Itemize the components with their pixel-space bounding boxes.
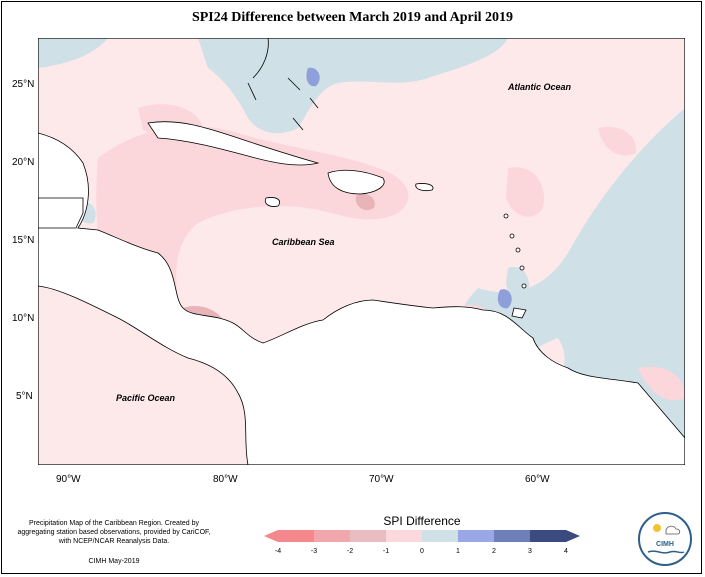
lon-tick-60w: 60°W <box>525 474 550 485</box>
map-panel: Atlantic Ocean Caribbean Sea Pacific Oce… <box>38 38 685 465</box>
legend-swatch <box>530 530 567 542</box>
lon-tick-80w: 80°W <box>213 474 238 485</box>
land-hispaniola <box>327 169 385 195</box>
spi-positive-bahamas <box>198 38 508 134</box>
legend-label: 0 <box>420 548 424 555</box>
footer-note: Precipitation Map of the Caribbean Regio… <box>17 520 211 545</box>
spi-strong-positive-trinidad <box>497 289 512 309</box>
land-bahamas <box>247 77 319 131</box>
caribbean-sea-label: Caribbean Sea <box>272 237 335 247</box>
legend-swatch <box>278 530 315 542</box>
footer-date: CIMH May-2019 <box>88 558 140 565</box>
spi-positive-antilles <box>506 267 530 303</box>
land-cuba <box>147 121 320 166</box>
legend-swatch <box>350 530 387 542</box>
lat-tick-20n: 20°N <box>12 157 35 168</box>
lat-tick-15n: 15°N <box>12 235 35 246</box>
legend-arrow-left <box>264 530 278 542</box>
legend-label: -2 <box>347 548 353 555</box>
lon-tick-70w: 70°W <box>369 474 394 485</box>
legend-swatch <box>386 530 423 542</box>
spi-positive-nw <box>38 38 108 68</box>
wave-icon <box>647 550 685 554</box>
sun-icon <box>653 524 661 532</box>
legend-swatch <box>422 530 459 542</box>
land-lesser-antilles <box>503 213 527 319</box>
atlantic-ocean-label: Atlantic Ocean <box>507 82 572 92</box>
legend-label: 3 <box>528 548 532 555</box>
legend-label: -4 <box>275 548 281 555</box>
legend-label: 2 <box>492 548 496 555</box>
cimh-logo: CIMH <box>638 512 692 566</box>
land-central-south-america <box>38 132 685 465</box>
lat-tick-25n: 25°N <box>12 79 35 90</box>
legend-label: -1 <box>383 548 389 555</box>
land-jamaica <box>264 197 281 207</box>
legend-label: 1 <box>456 548 460 555</box>
legend-label: -3 <box>311 548 317 555</box>
cloud-icon <box>665 525 681 535</box>
lat-tick-5n: 5°N <box>16 391 33 402</box>
cimh-logo-mark: CIMH <box>647 524 685 554</box>
legend-swatch <box>494 530 531 542</box>
lon-tick-90w: 90°W <box>56 474 81 485</box>
logo-text: CIMH <box>656 541 674 548</box>
legend-label: 4 <box>564 548 568 555</box>
legend-swatch <box>314 530 351 542</box>
land-puerto-rico <box>415 183 434 192</box>
spi-positive-east-atlantic <box>457 108 685 465</box>
spi-negative-leeward <box>506 167 544 217</box>
land-florida <box>252 38 269 79</box>
spi-strong-negative-haiti <box>355 193 375 211</box>
lat-tick-10n: 10°N <box>12 313 35 324</box>
pacific-ocean-label: Pacific Ocean <box>116 393 176 403</box>
map-title: SPI24 Difference between March 2019 and … <box>191 10 514 25</box>
legend-swatch <box>458 530 495 542</box>
legend-colorbar: -4 -3 -2 -1 0 1 2 3 4 <box>264 530 580 555</box>
spi-negative-atlantic <box>598 126 637 156</box>
legend-title: SPI Difference <box>383 514 461 528</box>
land-yucatan <box>38 197 84 229</box>
spi-strong-positive-bahamas <box>306 67 320 87</box>
legend-arrow-right <box>566 530 580 542</box>
spi-negative-guiana <box>638 366 685 401</box>
